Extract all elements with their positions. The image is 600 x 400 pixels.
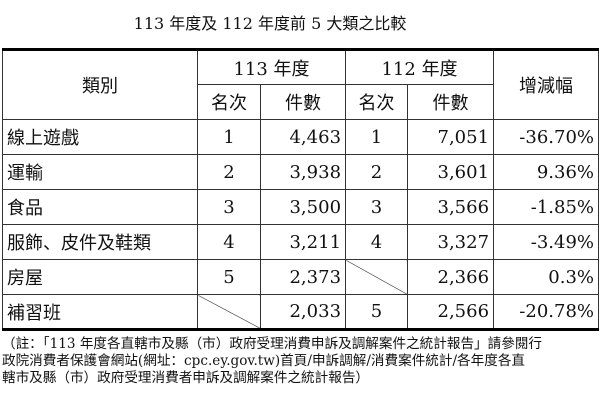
cell-count113: 3,938 xyxy=(259,154,347,190)
cell-rank112: 1 xyxy=(345,119,409,155)
table-row: 服飾、皮件及鞋類 4 3,211 4 3,327 -3.49% xyxy=(2,224,599,260)
table-row: 房屋 5 2,373 2,366 0.3% xyxy=(2,259,599,295)
cell-count113: 3,500 xyxy=(259,189,347,225)
cell-change: -3.49% xyxy=(493,224,599,260)
cell-category: 線上遊戲 xyxy=(2,119,198,155)
cell-count112: 7,051 xyxy=(407,119,495,155)
header-rank-113: 名次 xyxy=(197,84,261,120)
cell-change: -1.85% xyxy=(493,189,599,225)
table-row: 線上遊戲 1 4,463 1 7,051 -36.70% xyxy=(2,119,599,155)
header-category: 類別 xyxy=(2,49,198,120)
cell-rank113: 2 xyxy=(197,154,261,190)
footnote-line: 轄市及縣（市）政府受理消費者申訴及調解案件之統計報告） xyxy=(2,370,370,386)
cell-change: -20.78% xyxy=(493,294,599,330)
cell-count112: 2,566 xyxy=(407,294,495,330)
header-rank-112: 名次 xyxy=(345,84,409,120)
table-title: 113 年度及 112 年度前 5 大類之比較 xyxy=(133,14,407,33)
cell-change: -36.70% xyxy=(493,119,599,155)
cell-count113: 2,033 xyxy=(259,294,347,330)
header-count-113: 件數 xyxy=(259,84,347,120)
cell-rank113: 4 xyxy=(197,224,261,260)
header-change: 增減幅 xyxy=(493,49,599,120)
footnote-line: 政院消費者保護會網站(網址：cpc.ey.gov.tw)首頁/申訴調解/消費案件… xyxy=(2,353,526,369)
table-row: 食品 3 3,500 3 3,566 -1.85% xyxy=(2,189,599,225)
cell-category: 食品 xyxy=(2,189,198,225)
header-year-113: 113 年度 xyxy=(196,49,347,85)
cell-rank112: 4 xyxy=(345,224,409,260)
cell-rank113 xyxy=(197,294,261,330)
footnote-line: （註：「113 年度各直轄市及縣（市）政府受理消費申訴及調解案件之統計報告」請參… xyxy=(2,336,543,352)
cell-rank113: 3 xyxy=(197,189,261,225)
header-year-112: 112 年度 xyxy=(345,49,495,85)
cell-rank112: 2 xyxy=(345,154,409,190)
cell-category: 補習班 xyxy=(2,294,198,330)
cell-rank112 xyxy=(345,259,409,295)
cell-rank112: 3 xyxy=(345,189,409,225)
cell-count112: 3,601 xyxy=(407,154,495,190)
cell-category: 房屋 xyxy=(2,259,198,295)
header-row: 類別 113 年度 112 年度 增減幅 xyxy=(2,49,599,120)
table-row: 補習班 2,033 5 2,566 -20.78% xyxy=(2,294,599,330)
cell-change: 0.3% xyxy=(493,259,599,295)
cell-rank113: 5 xyxy=(197,259,261,295)
cell-change: 9.36% xyxy=(493,154,599,190)
comparison-table: 類別 113 年度 112 年度 增減幅 名次 件數 名次 件數 線上遊戲 1 4,… xyxy=(2,48,599,331)
cell-count112: 2,366 xyxy=(407,259,495,295)
cell-count113: 4,463 xyxy=(259,119,347,155)
footnote: （註：「113 年度各直轄市及縣（市）政府受理消費申訴及調解案件之統計報告」請參… xyxy=(2,336,600,387)
cell-category: 服飾、皮件及鞋類 xyxy=(2,224,198,260)
cell-category: 運輸 xyxy=(2,154,198,190)
cell-count112: 3,566 xyxy=(407,189,495,225)
header-count-112: 件數 xyxy=(407,84,495,120)
cell-count113: 2,373 xyxy=(259,259,347,295)
subheader-row: 名次 件數 名次 件數 xyxy=(3,84,599,120)
cell-rank112: 5 xyxy=(345,294,409,330)
table-row: 運輸 2 3,938 2 3,601 9.36% xyxy=(2,154,599,190)
cell-count112: 3,327 xyxy=(407,224,495,260)
cell-rank113: 1 xyxy=(197,119,261,155)
cell-count113: 3,211 xyxy=(259,224,347,260)
